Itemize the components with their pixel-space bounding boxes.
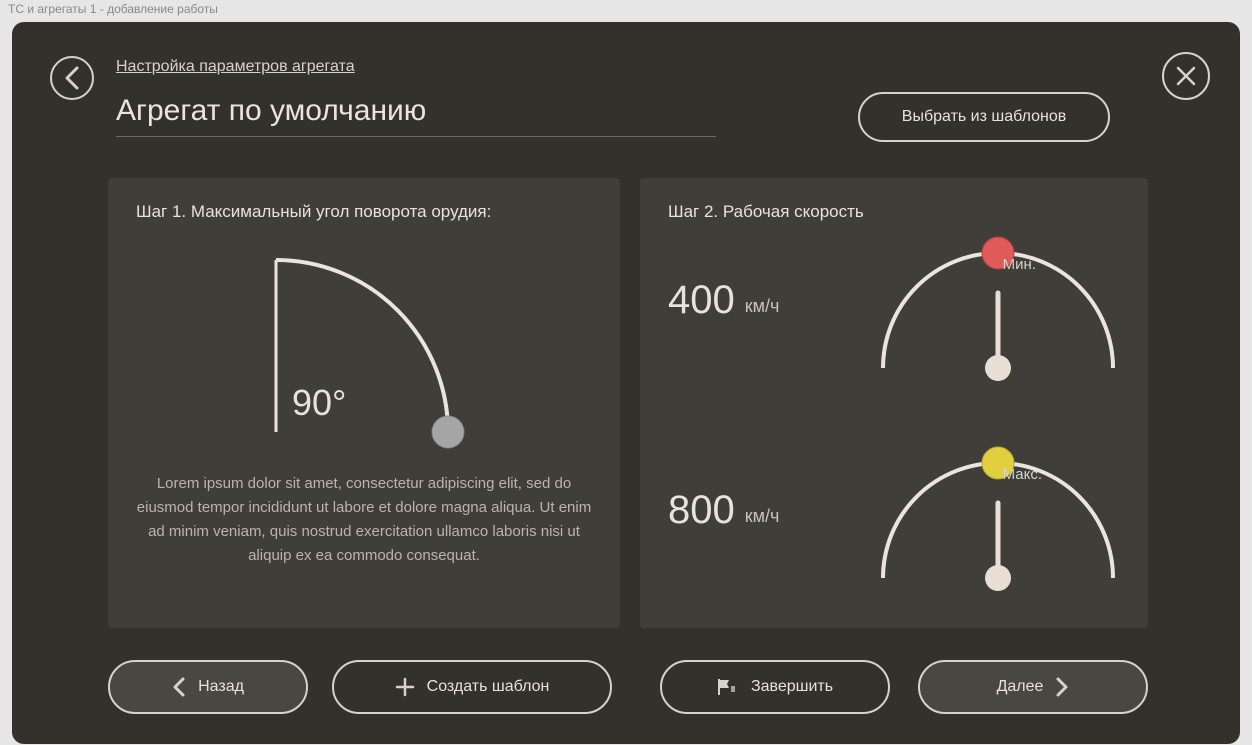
angle-selector[interactable]: 90° [136, 232, 592, 462]
max-speed-value: 800 [668, 488, 735, 533]
max-speed-gauge[interactable] [868, 428, 1128, 618]
close-button[interactable] [1162, 52, 1210, 100]
min-speed-display: 400 км/ч [668, 278, 779, 323]
step1-title: Шаг 1. Максимальный угол поворота орудия… [136, 202, 592, 222]
min-speed-value: 400 [668, 278, 735, 323]
main-panel: Настройка параметров агрегата Агрегат по… [12, 22, 1240, 744]
finish-button-label: Завершить [751, 678, 833, 696]
finish-flag-icon [717, 678, 739, 696]
choose-template-button[interactable]: Выбрать из шаблонов [858, 92, 1110, 142]
create-template-label: Создать шаблон [427, 678, 550, 696]
chevron-left-icon [172, 676, 186, 698]
max-speed-unit: км/ч [745, 506, 780, 527]
next-button-label: Далее [997, 678, 1044, 696]
min-speed-gauge[interactable] [868, 218, 1128, 408]
page-title: Агрегат по умолчанию [116, 94, 716, 137]
max-speed-display: 800 км/ч [668, 488, 779, 533]
next-button[interactable]: Далее [918, 660, 1148, 714]
header: Настройка параметров агрегата Агрегат по… [116, 58, 716, 137]
max-gauge-label: Макс. [1003, 466, 1042, 483]
angle-arc-icon [136, 232, 596, 462]
step2-panel: Шаг 2. Рабочая скорость 400 км/ч Мин. 80… [640, 178, 1148, 628]
close-icon [1175, 65, 1197, 87]
create-template-button[interactable]: Создать шаблон [332, 660, 612, 714]
footer-buttons: Назад Создать шаблон Завершить Далее [108, 660, 1148, 714]
prev-button[interactable]: Назад [108, 660, 308, 714]
min-speed-unit: км/ч [745, 296, 780, 317]
chevron-left-icon [63, 65, 81, 91]
breadcrumb-link[interactable]: Настройка параметров агрегата [116, 58, 716, 76]
prev-button-label: Назад [198, 678, 244, 696]
angle-value: 90° [292, 382, 346, 424]
step1-description: Lorem ipsum dolor sit amet, consectetur … [136, 472, 592, 568]
back-button[interactable] [50, 56, 94, 100]
panel-row: Шаг 1. Максимальный угол поворота орудия… [108, 178, 1148, 628]
min-gauge-label: Мин. [1003, 256, 1036, 273]
finish-button[interactable]: Завершить [660, 660, 890, 714]
plus-icon [395, 677, 415, 697]
step1-panel: Шаг 1. Максимальный угол поворота орудия… [108, 178, 620, 628]
chevron-right-icon [1055, 676, 1069, 698]
window-title: ТС и агрегаты 1 - добавление работы [0, 0, 1252, 18]
